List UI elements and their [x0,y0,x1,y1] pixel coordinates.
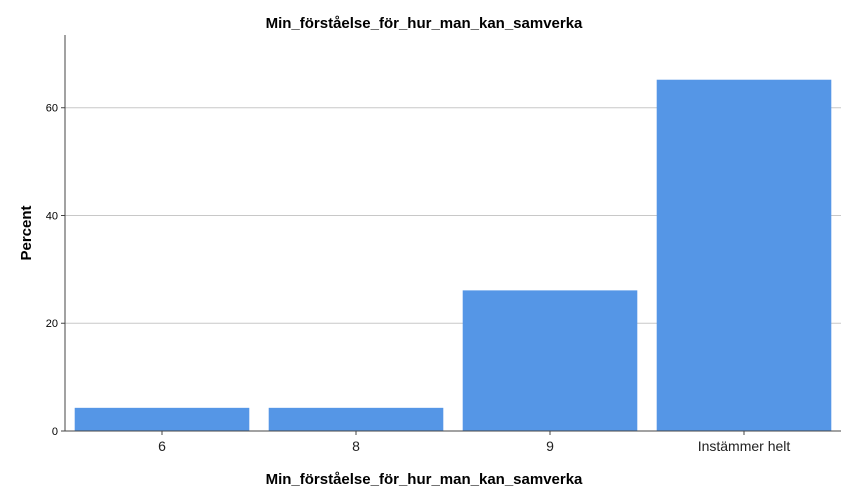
x-tick-label: 9 [546,438,554,454]
y-axis-title: Percent [18,205,35,260]
x-tick-label: 8 [352,438,360,454]
x-axis-title: Min_förståelse_för_hur_man_kan_samverka [266,471,583,488]
y-tick-label: 20 [46,318,58,330]
chart-title: Min_förståelse_för_hur_man_kan_samverka [266,15,583,32]
bar [462,290,638,431]
y-tick-label: 60 [46,103,58,115]
x-tick-labels: 6 8 9 Instämmer helt [158,431,790,454]
bars [74,79,832,431]
y-tick-labels: 0 20 40 60 [46,103,65,438]
y-tick-label: 0 [52,426,58,438]
y-tick-label: 40 [46,210,58,222]
x-tick-label: 6 [158,438,166,454]
bar [268,407,444,431]
bar [74,407,250,431]
x-tick-label: Instämmer helt [698,438,791,454]
bar [656,79,832,431]
